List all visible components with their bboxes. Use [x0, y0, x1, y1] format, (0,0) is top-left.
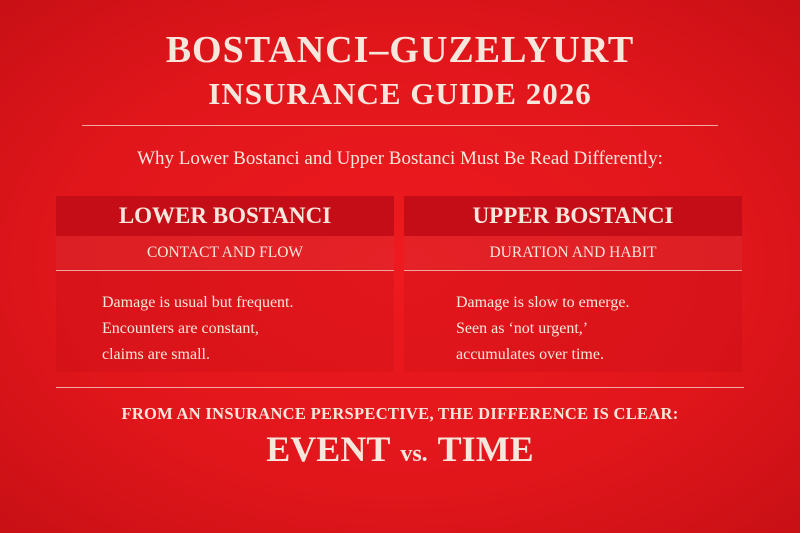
panel-line: Seen as ‘not urgent,’ — [456, 320, 589, 337]
panel-line: Encounters are constant, — [102, 320, 259, 337]
footer-vs: vs. — [400, 441, 428, 467]
footer-lead: FROM AN INSURANCE PERSPECTIVE, THE DIFFE… — [121, 404, 679, 423]
title-line-2: INSURANCE GUIDE 2026 — [208, 76, 592, 111]
panel-subheading: DURATION AND HABIT — [404, 236, 742, 271]
panel-body: Damage is slow to emerge. Seen as ‘not u… — [404, 271, 742, 368]
title-line-1: BOSTANCI–GUZELYURT — [165, 29, 635, 71]
panel-heading: LOWER BOSTANCI — [56, 196, 394, 236]
footer-headline: EVENT vs. TIME — [0, 428, 800, 470]
panel-line: Damage is slow to emerge. — [456, 294, 630, 311]
panel-heading: UPPER BOSTANCI — [404, 196, 742, 236]
panel-subheading: CONTACT AND FLOW — [56, 236, 394, 271]
footer-left: EVENT — [266, 429, 391, 469]
panel-line: accumulates over time. — [456, 346, 604, 363]
panel-line: Damage is usual but frequent. — [102, 294, 294, 311]
panel-lower-bostanci: LOWER BOSTANCI CONTACT AND FLOW Damage i… — [56, 196, 394, 372]
panel-line: claims are small. — [102, 346, 210, 363]
subtitle: Why Lower Bostanci and Upper Bostanci Mu… — [137, 148, 663, 169]
panel-upper-bostanci: UPPER BOSTANCI DURATION AND HABIT Damage… — [404, 196, 742, 372]
top-divider — [82, 125, 718, 126]
panel-body: Damage is usual but frequent. Encounters… — [56, 271, 394, 368]
bottom-divider — [56, 387, 744, 388]
footer-right: TIME — [437, 429, 534, 469]
